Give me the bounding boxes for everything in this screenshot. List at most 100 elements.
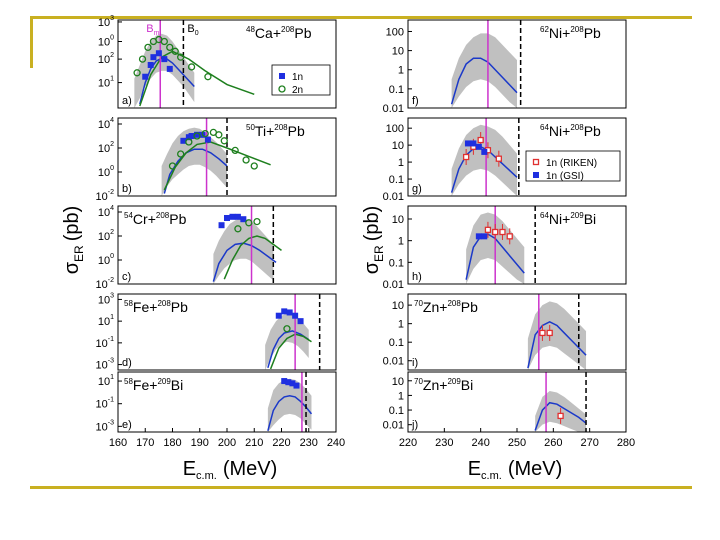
data-point-other <box>160 37 168 46</box>
data-point-riken <box>557 412 564 420</box>
uncertainty-band <box>134 33 195 108</box>
data-point-riken <box>506 233 513 240</box>
data-point-gsi <box>470 140 477 147</box>
y-tick-base: 10 <box>98 17 110 29</box>
y-tick-label: 101 <box>98 314 114 328</box>
x-tick-label: 200 <box>218 437 236 449</box>
y-tick-label: 1 <box>398 65 404 77</box>
y-tick-exp: 1 <box>110 314 114 321</box>
uncertainty-band <box>451 124 517 196</box>
y-tick-label: 1 <box>398 319 404 331</box>
plot-area <box>267 372 313 432</box>
plot-area <box>450 20 522 108</box>
x-tick-label: 250 <box>508 437 526 449</box>
data-point-gsi <box>155 50 162 57</box>
data-point-other <box>168 162 177 170</box>
panel-label: c) <box>122 271 131 283</box>
panel-label: j) <box>411 419 418 431</box>
y-tick-base: 100 <box>386 26 404 38</box>
y-tick-base: 10 <box>98 78 110 90</box>
legend-marker-riken <box>532 158 540 166</box>
x-tick-label: 260 <box>544 437 562 449</box>
y-tick-base: 10 <box>96 279 108 291</box>
y-tick-label: 104 <box>98 117 114 131</box>
proj-mass: 64 <box>540 211 549 220</box>
proj-symbol: Fe <box>133 377 150 393</box>
targ-symbol: Pb <box>171 299 188 315</box>
y-tick-exp: 0 <box>110 35 114 42</box>
plus-sign: + <box>149 377 157 393</box>
data-point-other <box>193 132 201 140</box>
y-tick-base: 10 <box>98 54 110 66</box>
x-tick-label: 190 <box>191 437 209 449</box>
y-tick-base: 1 <box>398 390 404 402</box>
targ-mass: 209 <box>447 377 461 386</box>
y-tick-label: 10 <box>392 46 404 58</box>
accent-line-top <box>30 16 692 19</box>
targ-mass: 209 <box>570 211 584 220</box>
plot-area <box>527 294 587 370</box>
proj-mass: 50 <box>246 123 255 132</box>
panel-frame <box>117 205 337 285</box>
bm-text: B <box>146 23 153 35</box>
panel-label: h) <box>412 271 422 283</box>
y-tick-base: 0.1 <box>389 257 404 269</box>
proj-symbol: Zn <box>423 299 439 315</box>
y-tick-label: 100 <box>386 26 404 38</box>
data-point-gsi <box>475 143 482 150</box>
data-point-other <box>253 217 261 226</box>
targ-mass: 208 <box>570 123 584 132</box>
y-tick-label: 102 <box>98 229 114 243</box>
theory-curve-2 <box>139 50 255 107</box>
x-tick-label: 220 <box>272 437 290 449</box>
theory-curve-1 <box>450 146 518 193</box>
targ-symbol: Bi <box>461 377 473 393</box>
targ-mass: 208 <box>570 25 584 34</box>
proj-symbol: Ni <box>549 123 562 139</box>
uncertainty-band <box>213 218 274 284</box>
proj-symbol: Zn <box>423 377 439 393</box>
theory-curve-2 <box>223 235 282 280</box>
y-tick-exp: -3 <box>108 419 114 426</box>
y-tick-exp: -2 <box>108 189 114 196</box>
y-tick-label: 0.01 <box>383 356 404 368</box>
plot-area <box>450 118 520 196</box>
x-tick-label: 230 <box>435 437 453 449</box>
y-tick-base: 10 <box>96 421 108 433</box>
plus-sign: + <box>148 211 156 227</box>
x-axis: 220 230 240 250 260 270 280 <box>399 428 635 449</box>
y-tick-base: 100 <box>386 123 404 135</box>
data-point-gsi <box>275 312 282 319</box>
y-tick-exp: 2 <box>110 52 114 59</box>
data-point-gsi <box>147 61 154 68</box>
panel-frame <box>407 293 627 371</box>
x-axis: 160 170 180 190 200 210 220 230 240 <box>109 428 345 449</box>
data-point-gsi <box>194 131 201 138</box>
y-tick-label: 0.1 <box>389 337 404 349</box>
y-tick-label: 101 <box>98 374 114 388</box>
y-tick-base: 10 <box>392 46 404 58</box>
data-point-other <box>171 47 179 55</box>
targ-symbol: Pb <box>169 211 186 227</box>
y-tick-label: 0.01 <box>383 420 404 432</box>
legend-label: 1n (RIKEN) <box>546 158 597 169</box>
right-ylabel: σER(pb) <box>361 206 386 275</box>
y-tick-exp: 2 <box>110 229 114 236</box>
data-point-gsi <box>224 215 230 221</box>
proj-symbol: Ca <box>255 25 273 41</box>
targ-symbol: Bi <box>584 211 596 227</box>
plot-area <box>161 118 271 196</box>
y-tick-exp: 4 <box>110 117 114 124</box>
theory-curve-1 <box>450 57 518 105</box>
uncertainty-band <box>265 313 309 370</box>
reaction-label: 50Ti+208Pb <box>246 123 305 139</box>
data-point-gsi <box>475 233 482 240</box>
panel-label: i) <box>412 357 418 369</box>
panel-j: 10 1 0.1 0.01 j) 70Zn+209Bi <box>383 371 627 433</box>
y-tick-base: 0.01 <box>383 103 404 115</box>
theory-curve-2 <box>269 333 312 370</box>
y-tick-label: 1 <box>398 390 404 402</box>
accent-bar-vertical <box>30 16 33 68</box>
data-point-other <box>133 69 141 77</box>
